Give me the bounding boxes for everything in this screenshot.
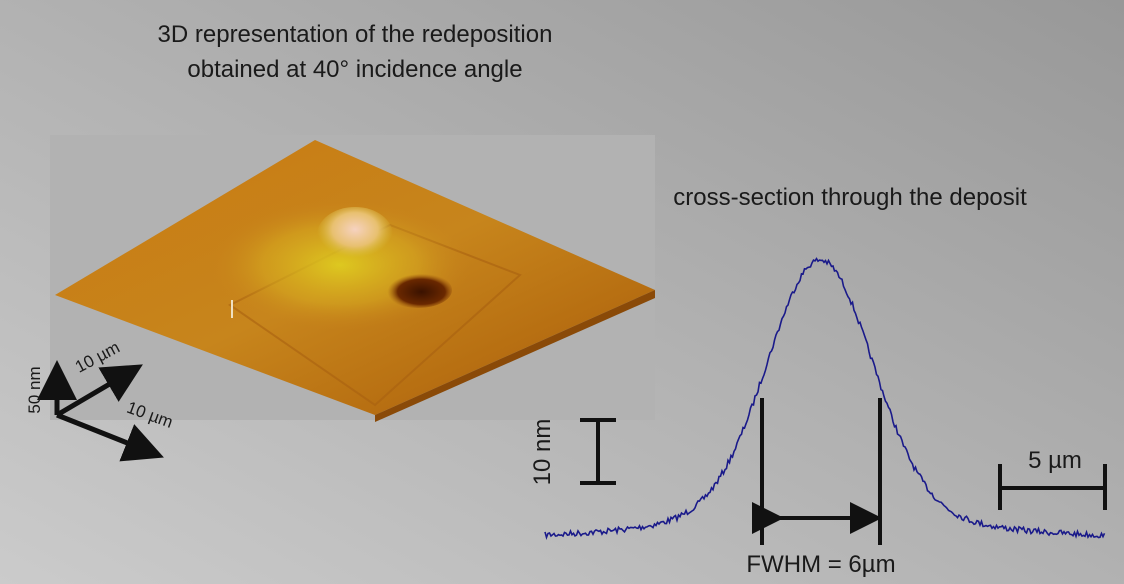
title-line: obtained at 40° incidence angle xyxy=(187,56,522,83)
title-line: 3D representation of the redeposition xyxy=(158,21,553,48)
width-scale-label: 5 µm xyxy=(1028,447,1082,474)
crater xyxy=(384,272,452,308)
z-scale-label: 50 nm xyxy=(25,366,44,413)
fwhm-label: FWHM = 6µm xyxy=(746,551,895,578)
figure: 3D representation of the redeposition ob… xyxy=(0,0,1124,584)
deposit-peak xyxy=(317,207,393,263)
surface-image xyxy=(50,135,655,422)
page: 3D representation of the redeposition ob… xyxy=(0,0,1124,584)
profile-title: cross-section through the deposit xyxy=(673,184,1027,211)
height-scale-label: 10 nm xyxy=(529,419,556,486)
